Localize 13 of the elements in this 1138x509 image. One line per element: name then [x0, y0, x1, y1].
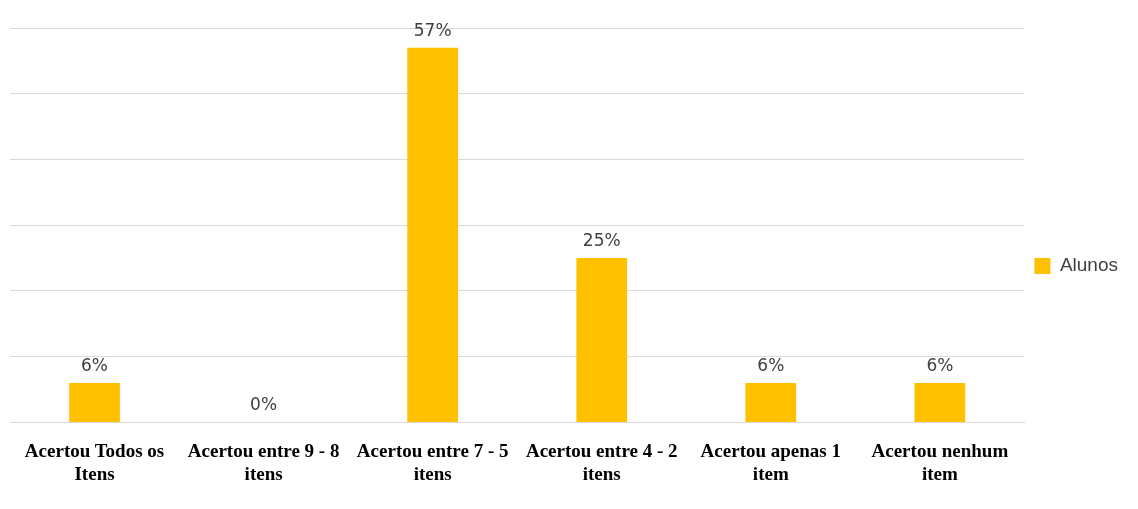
data-label: 25% — [582, 229, 621, 250]
data-label: 6% — [926, 354, 954, 375]
x-tick-label: Acertou apenas 1 item — [700, 439, 841, 484]
data-label: 0% — [250, 394, 278, 415]
data-label: 6% — [757, 354, 785, 375]
data-label: 57% — [413, 19, 452, 40]
x-tick-label: Acertou entre 7 - 5 itens — [356, 439, 509, 484]
x-tick-label: Acertou entre 9 - 8 itens — [187, 439, 340, 484]
x-tick-label: Acertou nenhum item — [871, 439, 1009, 484]
legend-label: Alunos — [1059, 254, 1119, 276]
x-tick-label: Acertou Todos os Itens — [24, 439, 165, 484]
x-tick-label: Acertou entre 4 - 2 itens — [525, 439, 678, 484]
data-label: 6% — [81, 354, 109, 375]
